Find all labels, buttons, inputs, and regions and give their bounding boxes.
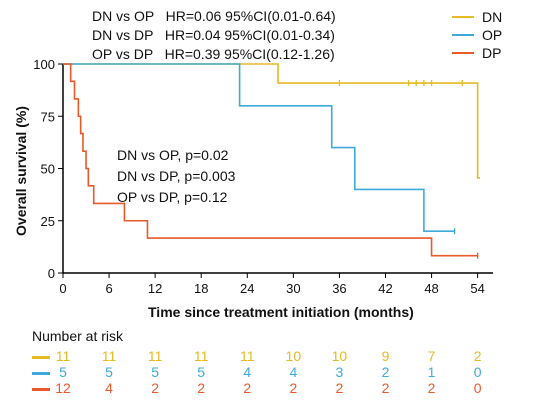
risk-cell: 0 — [473, 380, 482, 396]
legend-swatch-dp — [452, 52, 474, 54]
x-tick-label: 54 — [470, 281, 484, 296]
risk-cell: 0 — [473, 364, 482, 380]
risk-row-dp: 12 4 2 2 2 2 2 2 2 0 — [32, 380, 512, 396]
y-tick-label: 100 — [33, 57, 55, 72]
risk-cell: 9 — [381, 348, 390, 364]
risk-cell: 12 — [55, 380, 71, 396]
risk-cell: 1 — [427, 364, 436, 380]
curve-dp — [63, 63, 478, 257]
x-tick-label: 42 — [378, 281, 392, 296]
risk-cell: 5 — [59, 364, 67, 380]
risk-row-op: 5 5 5 5 4 4 3 2 1 0 — [32, 364, 512, 380]
survival-curves — [63, 63, 480, 259]
risk-cell: 2 — [427, 380, 436, 396]
pvalue-op-dp: OP vs DP, p=0.12 — [117, 189, 228, 205]
hr-text-dn-dp: DN vs DP HR=0.04 95%CI(0.01-0.34) — [92, 27, 335, 43]
curve-op — [63, 63, 455, 232]
axes: 0 6 12 18 24 30 36 42 48 54 0 25 50 75 100 — [33, 57, 493, 296]
risk-cell: 7 — [427, 348, 436, 364]
y-tick-label: 50 — [41, 162, 55, 177]
curve-dn — [63, 63, 480, 179]
pvalue-dn-dp: DN vs DP, p=0.003 — [117, 168, 236, 184]
risk-cell: 2 — [381, 380, 390, 396]
legend-label-dn: DN — [482, 9, 503, 25]
risk-cell: 10 — [285, 348, 302, 364]
risk-swatch-dp — [32, 388, 50, 391]
risk-cell: 4 — [105, 380, 113, 396]
x-tick-label: 36 — [332, 281, 346, 296]
hr-text-op-dp: OP vs DP HR=0.39 95%CI(0.12-1.26) — [92, 46, 335, 62]
risk-swatch-dn — [32, 356, 50, 359]
risk-cell: 10 — [331, 348, 348, 364]
legend-entry-dn: DN — [452, 9, 502, 25]
risk-cell: 11 — [101, 348, 117, 364]
risk-table-title: Number at risk — [32, 328, 124, 344]
risk-cell: 4 — [243, 364, 252, 380]
risk-cell: 2 — [197, 380, 206, 396]
risk-cell: 5 — [151, 364, 160, 380]
risk-cell: 3 — [335, 364, 344, 380]
legend-entry-dp: DP — [452, 45, 501, 61]
risk-cell: 2 — [335, 380, 344, 396]
risk-cell: 2 — [289, 380, 298, 396]
risk-cell: 2 — [381, 364, 390, 380]
x-tick-label: 12 — [148, 281, 162, 296]
x-tick-label: 24 — [240, 281, 254, 296]
x-tick-label: 48 — [424, 281, 438, 296]
x-tick-label: 30 — [286, 281, 300, 296]
y-tick-label: 25 — [41, 214, 55, 229]
legend-swatch-dn — [452, 16, 474, 18]
risk-cell: 11 — [193, 348, 209, 364]
x-tick-label: 6 — [105, 281, 112, 296]
risk-cell: 11 — [240, 348, 255, 364]
risk-row-dn: 11 11 11 11 11 10 10 9 7 2 — [32, 348, 512, 364]
legend-label-dp: DP — [482, 45, 502, 61]
risk-cell: 2 — [243, 380, 252, 396]
y-tick-label: 75 — [41, 109, 55, 124]
x-tick-label: 18 — [194, 281, 208, 296]
risk-cell: 11 — [55, 348, 71, 364]
risk-cell: 2 — [151, 380, 160, 396]
risk-cell: 5 — [105, 364, 113, 380]
y-tick-label: 0 — [48, 266, 55, 281]
risk-swatch-op — [32, 372, 50, 375]
risk-cell: 2 — [473, 348, 482, 364]
risk-cell: 11 — [147, 348, 163, 364]
legend-entry-op: OP — [452, 27, 502, 43]
risk-cell: 5 — [197, 364, 206, 380]
legend-swatch-op — [452, 34, 474, 36]
risk-cell: 4 — [289, 364, 298, 380]
legend-label-op: OP — [482, 27, 503, 43]
y-axis-label: Overall survival (%) — [13, 106, 29, 236]
pvalue-dn-op: DN vs OP, p=0.02 — [117, 147, 229, 163]
x-tick-label: 0 — [59, 281, 66, 296]
x-axis-label: Time since treatment initiation (months) — [148, 304, 414, 320]
hr-text-dn-op: DN vs OP HR=0.06 95%CI(0.01-0.64) — [92, 8, 336, 24]
